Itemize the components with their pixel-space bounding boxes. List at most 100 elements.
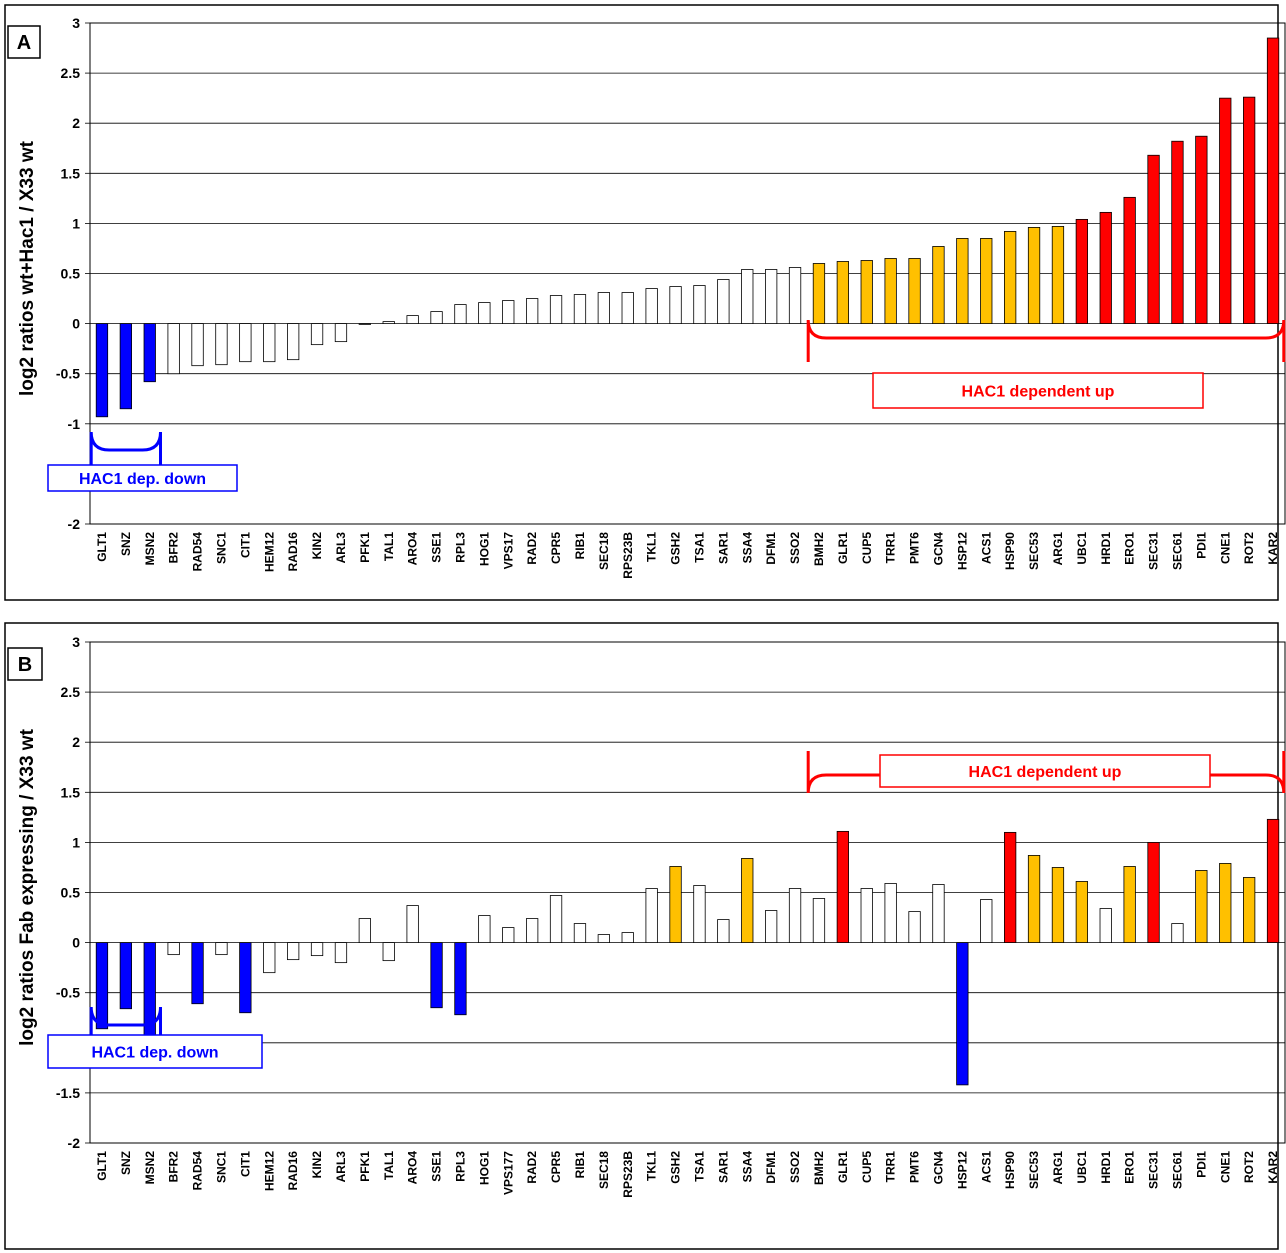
x-tick-label: SNC1 [214, 532, 228, 564]
x-tick-label: BMH2 [812, 1151, 826, 1185]
y-tick-label: -2 [68, 1135, 81, 1151]
x-tick-label: KIN2 [310, 532, 324, 560]
x-tick-label: SSE1 [430, 532, 444, 563]
bar-cit1 [239, 323, 252, 363]
bar-tkl1 [645, 288, 658, 324]
bar-snz [119, 323, 132, 410]
bar-msn2 [143, 323, 156, 383]
y-tick-label: -1.5 [56, 1085, 80, 1101]
annotation-label: HAC1 dependent up [969, 764, 1122, 781]
y-tick-label: 0 [72, 935, 80, 951]
bar-cpr5 [549, 895, 563, 943]
x-tick-label: RPL3 [453, 532, 467, 563]
bar-arl3 [334, 942, 348, 964]
x-tick-label: RPS23B [621, 1151, 635, 1198]
x-tick-label: GSH2 [669, 532, 683, 565]
bar-rad16 [287, 323, 300, 361]
x-tick-label: BMH2 [812, 532, 826, 566]
x-tick-label: CUP5 [860, 1151, 874, 1183]
annotation-bracket [806, 319, 1286, 362]
bar-kar2 [1266, 818, 1280, 944]
bar-sec18 [597, 934, 610, 943]
x-tick-label: ACS1 [979, 532, 993, 564]
x-tick-label: SAR1 [716, 532, 730, 564]
x-tick-label: HOG1 [477, 1151, 491, 1185]
x-tick-label: SSA4 [740, 532, 754, 564]
x-tick-label: HEM12 [262, 532, 276, 572]
x-tick-label: KIN2 [310, 1151, 324, 1179]
bar-glt1 [95, 323, 109, 418]
bar-sec53 [1027, 227, 1041, 325]
y-tick-label: 0 [72, 316, 80, 332]
x-tick-label: SAR1 [716, 1151, 730, 1183]
x-tick-label: GCN4 [931, 532, 945, 566]
x-tick-label: GLR1 [836, 532, 850, 564]
bar-ssa4 [741, 858, 754, 944]
bar-pmt6 [908, 258, 921, 324]
x-tick-label: VPS17 [501, 532, 515, 570]
x-tick-label: GLT1 [95, 1151, 109, 1181]
x-tick-label: RPL3 [453, 1151, 467, 1182]
bar-hem12 [263, 323, 276, 363]
bar-msn2 [143, 942, 156, 1048]
x-tick-label: CIT1 [238, 1151, 252, 1177]
y-tick-label: 1.5 [61, 784, 81, 800]
y-tick-label: 3 [72, 15, 80, 31]
bar-rad2 [526, 918, 539, 944]
bar-hog1 [478, 915, 491, 944]
bar-sso2 [788, 267, 802, 325]
x-tick-label: BFR2 [167, 1151, 181, 1183]
bar-cup5 [860, 260, 873, 324]
x-tick-label: SEC61 [1170, 1151, 1184, 1189]
bar-tsa1 [693, 285, 706, 324]
panel-label: A [17, 32, 31, 54]
x-tick-label: TKL1 [645, 1151, 659, 1181]
x-tick-label: PFK1 [358, 1151, 372, 1182]
x-tick-label: CPR5 [549, 1151, 563, 1183]
bar-sec61 [1171, 140, 1184, 324]
y-tick-label: -1 [68, 416, 81, 432]
bar-vps17 [502, 300, 515, 324]
x-tick-label: HRD1 [1099, 1151, 1113, 1184]
annotation-box [47, 464, 238, 492]
x-tick-label: KAR2 [1266, 1151, 1280, 1184]
x-tick-label: RIB1 [573, 532, 587, 560]
x-tick-label: BFR2 [167, 532, 181, 564]
y-tick-label: 0.5 [61, 266, 81, 282]
x-tick-label: ARG1 [1051, 1151, 1065, 1185]
bar-cup5 [860, 888, 873, 944]
bar-rad16 [287, 942, 300, 961]
bar-rib1 [573, 294, 587, 324]
x-tick-label: CUP5 [860, 532, 874, 564]
x-tick-label: DFM1 [764, 532, 778, 565]
x-tick-label: CNE1 [1218, 532, 1232, 564]
y-tick-label: 2 [72, 115, 80, 131]
bar-tal1 [382, 942, 395, 962]
x-tick-label: TSA1 [692, 532, 706, 563]
x-tick-label: VPS177 [501, 1151, 515, 1195]
bar-sar1 [717, 279, 730, 324]
x-tick-label: ARO4 [406, 532, 420, 566]
bar-sar1 [717, 919, 730, 944]
bar-rot2 [1243, 877, 1256, 943]
x-tick-label: GLT1 [95, 532, 109, 562]
bar-arg1 [1051, 867, 1065, 944]
x-tick-label: HOG1 [477, 532, 491, 566]
annotation-label: HAC1 dependent up [962, 384, 1115, 401]
x-tick-label: ROT2 [1242, 532, 1256, 564]
bar-dfm1 [765, 910, 778, 944]
bar-bmh2 [812, 263, 826, 325]
x-tick-label: TKL1 [645, 532, 659, 562]
bar-dfm1 [765, 269, 778, 325]
bar-rad54 [191, 323, 204, 367]
annotation-bracket [89, 431, 163, 474]
annotation-label: HAC1 dep. down [79, 471, 206, 488]
annotation-box [879, 754, 1211, 788]
bar-hsp12 [956, 942, 969, 1086]
y-tick-label: -0.5 [56, 366, 80, 382]
x-tick-label: TRR1 [884, 1151, 898, 1183]
bar-hog1 [478, 302, 491, 325]
x-tick-label: SEC18 [597, 532, 611, 570]
bar-glr1 [836, 830, 849, 943]
